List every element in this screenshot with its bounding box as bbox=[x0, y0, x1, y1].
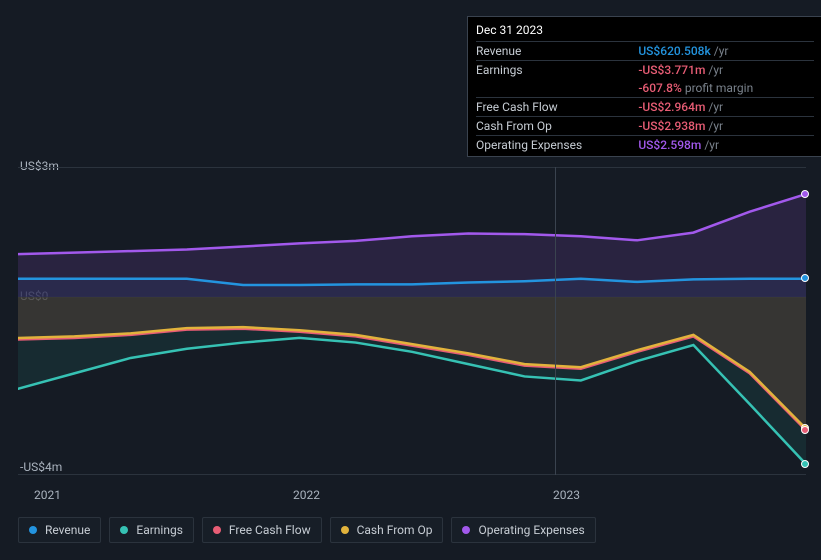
tooltip-metric-unit: /yr bbox=[708, 100, 723, 114]
tooltip-table: RevenueUS$620.508k /yrEarnings-US$3.771m… bbox=[476, 41, 814, 154]
chart-svg bbox=[18, 167, 806, 475]
chart-area bbox=[18, 167, 806, 475]
tooltip-metric-unit: /yr bbox=[708, 119, 723, 133]
series-end-marker bbox=[801, 274, 809, 282]
tooltip-row: RevenueUS$620.508k /yr bbox=[476, 42, 814, 61]
tooltip-row: Operating ExpensesUS$2.598m /yr bbox=[476, 136, 814, 155]
tooltip-metric-label: Revenue bbox=[476, 42, 638, 61]
tooltip-metric-unit: /yr bbox=[708, 63, 723, 77]
tooltip-metric-label: Operating Expenses bbox=[476, 136, 638, 155]
tooltip-metric-label bbox=[476, 79, 638, 98]
legend-label: Operating Expenses bbox=[478, 523, 584, 537]
tooltip-row: -607.8% profit margin bbox=[476, 79, 814, 98]
tooltip-metric-value: US$2.598m bbox=[638, 138, 701, 152]
tooltip-metric-label: Free Cash Flow bbox=[476, 98, 638, 117]
tooltip-metric-value: -US$3.771m bbox=[638, 63, 705, 77]
legend-item-earnings[interactable]: Earnings bbox=[109, 517, 194, 543]
tooltip-metric-label: Cash From Op bbox=[476, 117, 638, 136]
tooltip-metric-value: -607.8% bbox=[638, 81, 682, 95]
series-end-marker bbox=[801, 460, 809, 468]
legend-label: Free Cash Flow bbox=[229, 523, 311, 537]
tooltip-row: Free Cash Flow-US$2.964m /yr bbox=[476, 98, 814, 117]
legend-swatch bbox=[213, 526, 221, 534]
legend-label: Cash From Op bbox=[357, 523, 433, 537]
tooltip-metric-unit: /yr bbox=[714, 44, 729, 58]
x-tick-label: 2021 bbox=[34, 488, 61, 502]
legend-label: Revenue bbox=[45, 523, 90, 537]
tooltip-metric-value: US$620.508k bbox=[638, 44, 710, 58]
legend-swatch bbox=[29, 526, 37, 534]
legend-swatch bbox=[120, 526, 128, 534]
tooltip-metric-unit: /yr bbox=[704, 138, 719, 152]
series-end-marker bbox=[801, 190, 809, 198]
tooltip-metric-unit: profit margin bbox=[685, 81, 753, 95]
x-tick-label: 2022 bbox=[293, 488, 320, 502]
tooltip-metric-value: -US$2.964m bbox=[638, 100, 705, 114]
chart-tooltip: Dec 31 2023 RevenueUS$620.508k /yrEarnin… bbox=[467, 16, 821, 157]
tooltip-row: Earnings-US$3.771m /yr bbox=[476, 61, 814, 80]
legend-item-cash_from_op[interactable]: Cash From Op bbox=[330, 517, 444, 543]
tooltip-row: Cash From Op-US$2.938m /yr bbox=[476, 117, 814, 136]
legend-item-operating_expenses[interactable]: Operating Expenses bbox=[451, 517, 595, 543]
x-tick-label: 2023 bbox=[553, 488, 580, 502]
series-end-marker bbox=[801, 426, 809, 434]
hover-guide-line bbox=[555, 167, 556, 475]
tooltip-metric-value: -US$2.938m bbox=[638, 119, 705, 133]
legend-swatch bbox=[341, 526, 349, 534]
legend-swatch bbox=[462, 526, 470, 534]
legend-item-free_cash_flow[interactable]: Free Cash Flow bbox=[202, 517, 322, 543]
tooltip-metric-label: Earnings bbox=[476, 61, 638, 80]
legend-item-revenue[interactable]: Revenue bbox=[18, 517, 101, 543]
chart-legend: Revenue Earnings Free Cash Flow Cash From O… bbox=[18, 517, 596, 543]
legend-label: Earnings bbox=[136, 523, 183, 537]
tooltip-date: Dec 31 2023 bbox=[476, 21, 814, 41]
